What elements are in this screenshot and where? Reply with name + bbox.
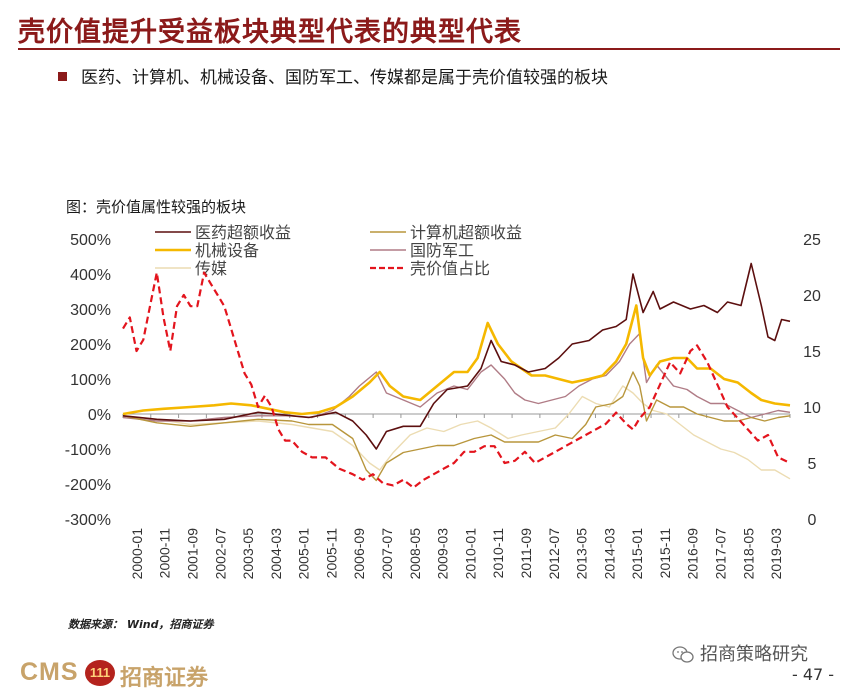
wechat-account-name: 招商策略研究 <box>700 644 808 665</box>
x-tick-label: 2009-03 <box>435 528 451 580</box>
x-tick-label: 2010-01 <box>462 528 478 580</box>
series-line-4 <box>122 332 791 422</box>
y-left-tick-label: 400% <box>70 267 111 284</box>
y-left-tick-label: -200% <box>65 477 111 494</box>
legend-label: 计算机超额收益 <box>410 223 522 242</box>
legend-label: 传媒 <box>195 259 227 278</box>
wechat-watermark: 招商策略研究 <box>672 640 808 666</box>
legend-label: 机械设备 <box>195 241 259 260</box>
x-tick-label: 2008-05 <box>407 528 423 580</box>
square-bullet-icon <box>58 71 67 81</box>
x-tick-label: 2014-03 <box>601 528 617 580</box>
chart-caption: 图：壳价值属性较强的板块 <box>66 198 247 216</box>
y-left-tick-label: 300% <box>70 302 111 319</box>
x-tick-label: 2015-11 <box>657 528 673 579</box>
x-tick-label: 2000-11 <box>157 528 173 579</box>
y-right-tick-label: 5 <box>808 456 817 473</box>
x-tick-label: 2010-11 <box>490 528 506 579</box>
series-line-5 <box>122 385 791 480</box>
y-left-tick-label: -300% <box>65 512 111 529</box>
series-line-2 <box>122 371 791 482</box>
x-tick-label: 2015-01 <box>629 528 645 580</box>
x-tick-label: 2013-05 <box>574 528 590 580</box>
x-tick-label: 2016-09 <box>685 528 701 580</box>
chart-axes: -300% -200% -100% 0% 100% 200% 300% 400% 500% 0 5 1… <box>65 232 821 579</box>
x-tick-label: 2012-07 <box>546 528 562 580</box>
y-left-tick-label: -100% <box>65 442 111 459</box>
series-line-6 <box>122 271 791 489</box>
y-left-tick-label: 0% <box>88 407 111 424</box>
bullet-text: 医药、计算机、机械设备、国防军工、传媒都是属于壳价值较强的板块 <box>81 68 608 88</box>
bullet-point: 医药、计算机、机械设备、国防军工、传媒都是属于壳价值较强的板块 <box>58 63 608 88</box>
y-left-tick-label: 200% <box>70 337 111 354</box>
chart-series <box>122 262 791 489</box>
data-source-note: 数据来源： Wind，招商证券 <box>68 618 214 631</box>
x-tick-label: 2005-11 <box>323 528 339 579</box>
x-tick-label: 2007-07 <box>379 528 395 580</box>
x-tick-label: 2003-05 <box>240 528 256 580</box>
x-tick-label: 2002-07 <box>212 528 228 580</box>
x-tick-label: 2004-03 <box>268 528 284 580</box>
x-tick-label: 2006-09 <box>351 528 367 580</box>
y-left-tick-label: 100% <box>70 372 111 389</box>
title-divider <box>18 48 840 50</box>
series-line-3 <box>122 304 791 416</box>
x-tick-label: 2017-07 <box>713 528 729 580</box>
legend-label: 壳价值占比 <box>410 259 490 278</box>
y-right-tick-label: 25 <box>803 232 821 249</box>
slide-title: 壳价值提升受益板块典型代表的典型代表 <box>18 17 522 48</box>
cms-logo-text: CMS <box>20 658 79 686</box>
x-tick-label: 2011-09 <box>518 528 534 579</box>
legend-label: 医药超额收益 <box>195 223 291 242</box>
x-tick-label: 2005-01 <box>296 528 312 580</box>
y-right-tick-label: 0 <box>808 512 817 529</box>
company-name-logo: 招商证券 <box>120 665 209 691</box>
y-right-tick-label: 10 <box>803 400 821 417</box>
series-line-1 <box>122 262 791 450</box>
y-right-tick-label: 20 <box>803 288 821 305</box>
y-left-tick-label: 500% <box>70 232 111 249</box>
x-tick-label: 2000-01 <box>129 528 145 580</box>
page-number: - 47 - <box>792 665 835 684</box>
cms-logo-badge: 111 <box>85 660 115 686</box>
x-tick-label: 2001-09 <box>184 528 200 580</box>
wechat-icon <box>672 646 694 663</box>
x-tick-label: 2019-03 <box>768 528 784 580</box>
legend-label: 国防军工 <box>410 241 474 260</box>
y-right-tick-label: 15 <box>803 344 821 361</box>
x-tick-label: 2018-05 <box>740 528 756 580</box>
